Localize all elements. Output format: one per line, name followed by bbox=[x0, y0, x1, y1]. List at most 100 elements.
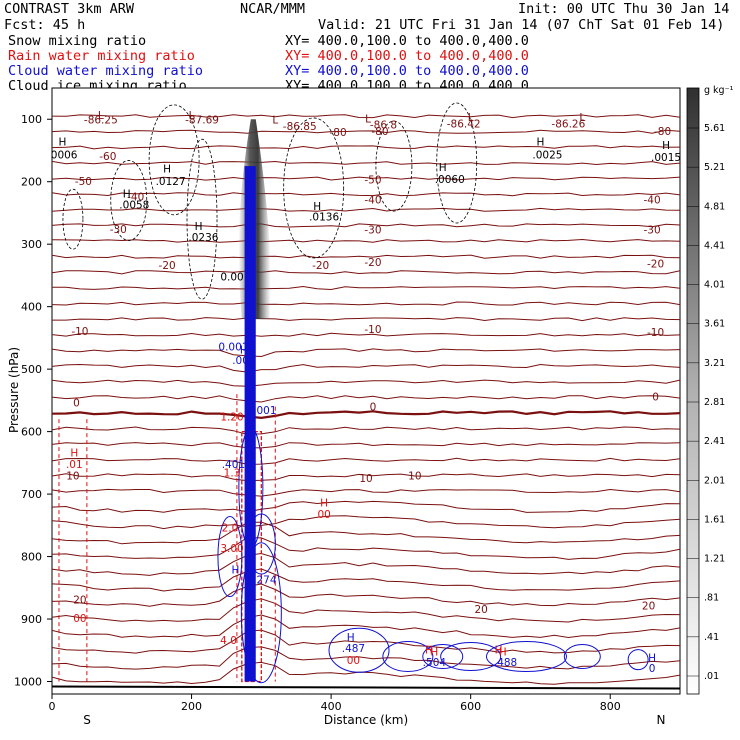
colorbar-level-label: 2.01 bbox=[704, 475, 725, 486]
extremum-label: H bbox=[195, 221, 203, 233]
colorbar-level-label: .81 bbox=[704, 593, 719, 604]
isotherm-label: -50 bbox=[364, 175, 381, 187]
isotherm-line bbox=[52, 254, 680, 259]
cloud-ice-contour bbox=[110, 160, 148, 241]
y-tick-label-400: 400 bbox=[21, 301, 42, 314]
extremum-label: H bbox=[662, 140, 670, 152]
isotherm-line bbox=[52, 457, 680, 465]
isotherm-label: 20 bbox=[474, 604, 487, 616]
isotherm-label: -30 bbox=[644, 225, 661, 237]
cloud-ice-contour bbox=[62, 188, 84, 250]
isotherm-label: -80 bbox=[330, 127, 347, 139]
isotherm-line bbox=[52, 395, 680, 403]
isotherm-line bbox=[52, 536, 680, 560]
colorbar-level-label: 2.41 bbox=[704, 436, 725, 447]
isotherm-label: -86.25 bbox=[84, 115, 118, 127]
extremum-label: .0236 bbox=[188, 232, 218, 244]
isotherm-line bbox=[52, 114, 680, 119]
isotherm-line bbox=[52, 598, 680, 623]
isotherm-label: -30 bbox=[364, 225, 381, 237]
isotherm-line bbox=[52, 661, 680, 685]
colorbar-level-label: .41 bbox=[704, 632, 719, 643]
isotherm-label: -40 bbox=[364, 195, 381, 207]
extremum-label: .001 bbox=[253, 405, 276, 417]
colorbar-level-label: 3.21 bbox=[704, 358, 725, 369]
colorbar-level-label: 3.61 bbox=[704, 319, 725, 330]
cloud-ice-contour bbox=[375, 120, 413, 212]
x-tick-label-200: 200 bbox=[181, 700, 202, 713]
extremum-label: .0006 bbox=[47, 150, 77, 162]
isotherm-line bbox=[52, 473, 680, 482]
isotherm-line bbox=[52, 348, 680, 358]
plot-area bbox=[51, 87, 681, 695]
y-tick-label-1000: 1000 bbox=[14, 676, 42, 689]
isotherm-label: -86.26 bbox=[551, 118, 585, 130]
plot-layer: -86.25 -87.69 -86.85 -86.8 -86.42 -86.26 -80 -8… bbox=[47, 102, 681, 690]
cloud-water-contour bbox=[217, 516, 243, 598]
contour-labels: -86.25 -87.69 -86.85 -86.8 -86.42 -86.26 -80 -8… bbox=[47, 110, 681, 675]
extremum-label: 3.00 bbox=[220, 543, 243, 555]
field-name-rain: Rain water mixing ratio bbox=[8, 48, 195, 64]
isotherm-line bbox=[52, 521, 680, 545]
header-institution: NCAR/MMM bbox=[240, 1, 305, 17]
isotherm-label: -20 bbox=[364, 257, 381, 269]
isotherm-line bbox=[52, 426, 680, 435]
extremum-label: L bbox=[98, 110, 104, 122]
cloud-water-contours bbox=[217, 166, 649, 684]
isotherm-line bbox=[52, 223, 680, 228]
isotherm-line bbox=[52, 614, 680, 639]
y-axis: 100 200 300 400 500 600 700 800 900 1000 bbox=[14, 113, 52, 689]
extremum-label: H bbox=[499, 646, 507, 658]
isotherm-line bbox=[52, 160, 680, 166]
extremum-label: H bbox=[320, 498, 328, 510]
extremum-label: .487 bbox=[342, 643, 365, 655]
isotherm-label: -60 bbox=[99, 151, 116, 163]
extremum-label: H bbox=[313, 201, 321, 213]
extremum-label: L bbox=[468, 112, 474, 124]
extremum-label: .001 bbox=[232, 355, 255, 367]
isotherm-label: -86.42 bbox=[447, 118, 481, 130]
colorbar: g kg⁻¹ .01 .41 .81 1.21 1.61 2.01 2.41 2.81 3.21… bbox=[686, 85, 734, 695]
isotherm-label: -10 bbox=[364, 324, 381, 336]
extremum-label: H bbox=[495, 644, 503, 656]
isotherm-label: -20 bbox=[312, 260, 329, 272]
extremum-label: .0015 bbox=[651, 152, 681, 164]
colorbar-level-label: 4.01 bbox=[704, 280, 725, 291]
isotherm-line bbox=[52, 442, 680, 449]
colorbar-level-label: .01 bbox=[704, 671, 719, 682]
isotherm-line bbox=[52, 379, 680, 387]
stratus-contour bbox=[422, 644, 464, 670]
extremum-label: H bbox=[536, 136, 544, 148]
stratus-contour bbox=[328, 627, 390, 673]
field-name-snow: Snow mixing ratio bbox=[8, 33, 146, 49]
isotherm-label: -10 bbox=[71, 326, 88, 338]
isotherm-line bbox=[52, 270, 680, 275]
x-tick-label-0: 0 bbox=[49, 700, 56, 713]
isotherm-line bbox=[52, 363, 680, 373]
x-tick-label-800: 800 bbox=[600, 700, 621, 713]
isotherm-line bbox=[52, 332, 680, 337]
extremum-label: L bbox=[189, 110, 195, 122]
terrain-line bbox=[52, 685, 680, 690]
isotherm-label: -10 bbox=[647, 327, 664, 339]
extremum-label: H bbox=[430, 646, 438, 658]
extremum-label: H bbox=[439, 162, 447, 174]
isotherm-label: 0 bbox=[652, 391, 659, 403]
extremum-label: H bbox=[232, 564, 240, 576]
cloud-ice-contours bbox=[62, 102, 478, 300]
isotherm-label: -20 bbox=[647, 258, 664, 270]
isotherm-line bbox=[52, 285, 680, 291]
isotherm-line bbox=[52, 500, 680, 513]
extremum-label: H bbox=[240, 345, 248, 357]
colorbar-level-label: 4.41 bbox=[704, 240, 725, 251]
isotherm-line bbox=[52, 583, 680, 607]
extremum-label: .488 bbox=[494, 657, 517, 669]
x-axis-end-south: S bbox=[83, 713, 91, 727]
y-tick-label-600: 600 bbox=[21, 426, 42, 439]
isotherm-label: 20 bbox=[642, 601, 655, 613]
extremum-label: L bbox=[272, 115, 278, 127]
extremum-label: H bbox=[70, 448, 78, 460]
isotherm-line bbox=[52, 515, 680, 530]
zero-isotherm bbox=[52, 410, 680, 420]
